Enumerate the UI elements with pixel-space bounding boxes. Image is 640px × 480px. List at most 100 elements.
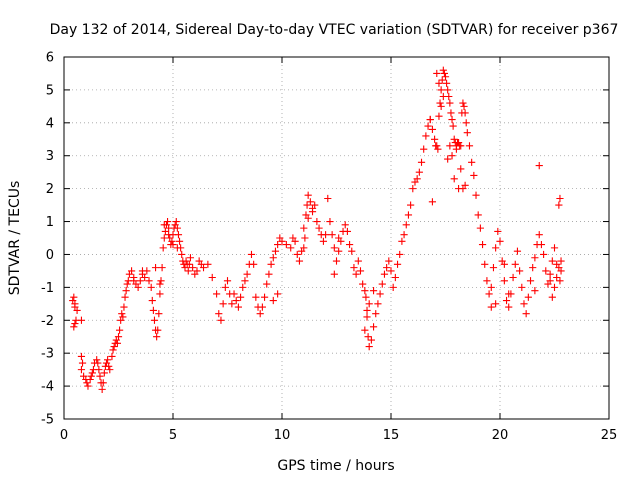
data-point [99, 379, 107, 387]
data-point [73, 306, 81, 314]
data-point [520, 300, 528, 308]
data-point [70, 323, 78, 331]
data-point [343, 227, 351, 236]
data-point [548, 293, 556, 301]
x-tick-label: 25 [601, 428, 618, 443]
data-point [457, 165, 465, 173]
chart-title: Day 132 of 2014, Sidereal Day-to-day VTE… [50, 22, 619, 38]
data-point [287, 244, 295, 252]
data-point [500, 260, 508, 268]
data-point [260, 293, 269, 301]
data-point [303, 201, 311, 209]
data-point [313, 217, 321, 226]
data-point [156, 290, 164, 298]
data-point [130, 277, 138, 285]
data-point [328, 231, 336, 239]
data-point [461, 109, 469, 117]
data-point [239, 283, 247, 291]
data-point [380, 270, 389, 278]
data-point [435, 79, 443, 87]
data-point [524, 293, 532, 301]
data-point [365, 300, 373, 308]
data-point [374, 300, 382, 308]
data-point [122, 287, 130, 295]
data-point [546, 277, 554, 285]
data-point [300, 224, 308, 232]
data-point [407, 201, 415, 209]
data-point [247, 250, 256, 259]
data-point [472, 191, 480, 199]
data-point [119, 313, 127, 321]
data-point [378, 280, 386, 288]
data-point [269, 296, 277, 305]
y-tick-label: 6 [46, 51, 54, 66]
data-point [522, 310, 530, 318]
data-point [438, 76, 446, 84]
y-axis: -5 -4 -3 -2 -1 0 1 2 3 4 5 6 [41, 51, 609, 428]
data-point [77, 316, 86, 324]
data-point [295, 257, 304, 265]
data-point [531, 254, 539, 262]
data-point [324, 194, 332, 203]
data-point [199, 264, 208, 272]
data-point [70, 293, 78, 301]
data-point [154, 326, 162, 334]
data-point [468, 158, 476, 166]
data-point [364, 333, 372, 341]
data-point [184, 267, 192, 275]
data-point [263, 280, 271, 288]
data-point [505, 303, 513, 311]
data-point [185, 260, 193, 268]
data-point [424, 122, 432, 130]
data-point [457, 142, 465, 150]
data-point [369, 287, 378, 295]
data-point [505, 290, 513, 298]
data-point [433, 142, 441, 150]
data-point [86, 375, 94, 384]
data-point [252, 293, 260, 301]
data-point [363, 313, 371, 321]
data-point [156, 280, 164, 288]
x-tick-label: 20 [492, 428, 509, 443]
data-point [173, 224, 181, 232]
data-point [446, 142, 454, 150]
data-point [84, 382, 92, 390]
y-tick-label: 4 [46, 116, 54, 131]
data-point [361, 287, 369, 295]
data-point [459, 99, 467, 107]
data-point [447, 109, 455, 117]
data-point [267, 260, 275, 268]
data-point [161, 227, 169, 236]
data-point [487, 283, 495, 291]
data-point [548, 257, 556, 265]
data-point [481, 260, 489, 268]
data-point [232, 296, 240, 305]
data-point [439, 92, 447, 101]
data-point [100, 369, 108, 377]
data-point [535, 231, 543, 239]
data-point [513, 247, 522, 255]
y-tick-label: 0 [46, 248, 54, 263]
data-point [526, 277, 535, 285]
data-point [228, 300, 236, 308]
y-tick-label: 5 [46, 83, 54, 98]
data-point [365, 343, 373, 351]
data-point [449, 122, 457, 130]
data-point [168, 237, 176, 245]
data-point [540, 250, 548, 259]
data-point [115, 326, 124, 334]
data-point [444, 155, 452, 163]
data-point [487, 303, 495, 311]
data-point [452, 145, 460, 153]
data-point [173, 244, 181, 252]
data-point [546, 270, 554, 278]
data-point [439, 66, 447, 74]
data-point [474, 211, 482, 219]
data-point [442, 79, 451, 87]
data-point [186, 254, 195, 262]
data-point [141, 273, 149, 282]
data-point [433, 69, 441, 78]
data-point [409, 185, 417, 193]
x-tick-label: 5 [169, 428, 177, 443]
data-point [428, 198, 437, 206]
